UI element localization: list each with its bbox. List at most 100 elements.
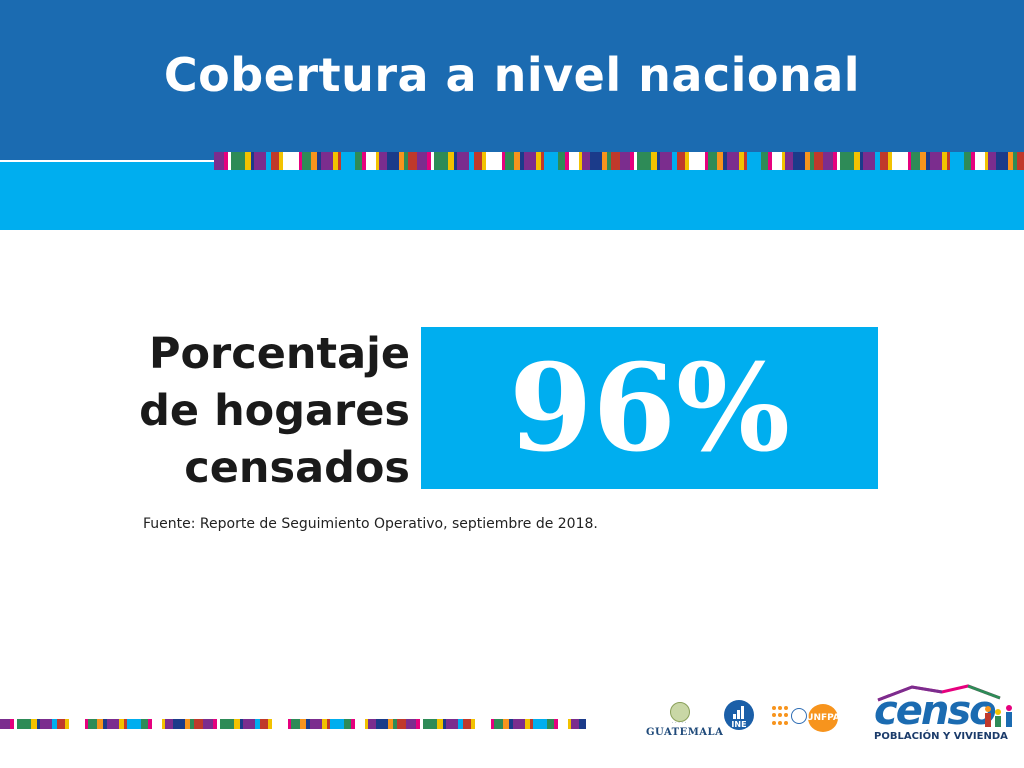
stripe-segment xyxy=(524,152,536,170)
stripe-segment xyxy=(185,719,190,729)
stripe-segment xyxy=(533,719,547,729)
stripe-segment xyxy=(254,152,266,170)
stripe-segment xyxy=(810,152,814,170)
stripe-segment xyxy=(657,152,660,170)
stripe-segment xyxy=(637,152,651,170)
stripe-segment xyxy=(245,152,251,170)
stripe-segment xyxy=(863,152,875,170)
stripe-segment xyxy=(107,719,119,729)
stripe-segment xyxy=(541,152,544,170)
stripe-segment xyxy=(406,719,416,729)
stripe-segment xyxy=(727,152,739,170)
stripe-segment xyxy=(173,719,185,729)
stripe-segment xyxy=(677,152,685,170)
stripe-segment xyxy=(509,719,513,729)
stripe-segment xyxy=(288,719,291,729)
stripe-segment xyxy=(530,719,533,729)
ine-logo-text: INE xyxy=(731,720,747,729)
stripe-segment xyxy=(224,152,228,170)
stripe-segment xyxy=(330,719,344,729)
stripe-segment xyxy=(514,152,520,170)
stripe-segment xyxy=(880,152,888,170)
stripe-segment xyxy=(393,719,397,729)
stripe-segment xyxy=(793,152,805,170)
stripe-segment xyxy=(634,152,637,170)
stripe-segment xyxy=(502,152,505,170)
ine-logo: INE xyxy=(722,700,758,740)
stripe-segment xyxy=(747,152,761,170)
stripe-segment xyxy=(474,152,482,170)
stripe-segment xyxy=(558,152,565,170)
stripe-segment xyxy=(860,152,863,170)
stripe-segment xyxy=(1013,152,1017,170)
source-note: Fuente: Reporte de Seguimiento Operativo… xyxy=(143,516,598,532)
stripe-segment xyxy=(10,719,14,729)
coat-of-arms-icon xyxy=(670,702,690,722)
stripe-segment xyxy=(471,719,475,729)
stripe-segment xyxy=(525,719,530,729)
metric-value: 96% xyxy=(508,337,790,479)
stripe-segment xyxy=(268,719,272,729)
guatemala-logo-text: GUATEMALA xyxy=(646,727,724,738)
stripe-segment xyxy=(220,719,234,729)
stripe-segment xyxy=(975,152,985,170)
family-icon xyxy=(985,705,1012,727)
stripe-segment xyxy=(685,152,689,170)
stripe-segment xyxy=(366,152,376,170)
stripe-segment xyxy=(579,719,586,729)
stripe-segment xyxy=(875,152,880,170)
stripe-segment xyxy=(448,152,454,170)
censo-logo: censo POBLACIÓN Y VIVIENDA xyxy=(866,684,1016,748)
header-bar: Cobertura a nivel nacional xyxy=(0,0,1024,160)
stripe-segment xyxy=(717,152,723,170)
stripe-segment xyxy=(152,719,162,729)
stripe-segment xyxy=(234,719,240,729)
stripe-segment xyxy=(271,152,279,170)
stripe-segment xyxy=(141,719,148,729)
stripe-segment xyxy=(705,152,708,170)
stripe-segment xyxy=(996,152,1008,170)
stripe-segment xyxy=(761,152,768,170)
stripe-segment xyxy=(85,719,88,729)
metric-label-line-3: censados xyxy=(184,443,410,493)
stripe-segment xyxy=(708,152,717,170)
stripe-segment xyxy=(739,152,744,170)
stripe-segment xyxy=(423,719,437,729)
stripe-segment xyxy=(892,152,908,170)
stripe-segment xyxy=(65,719,69,729)
stripe-segment xyxy=(475,719,491,729)
stripe-segment xyxy=(311,152,317,170)
stripe-segment xyxy=(283,152,299,170)
stripe-segment xyxy=(547,719,554,729)
stripe-segment xyxy=(322,719,327,729)
stripe-segment xyxy=(266,152,271,170)
stripe-segment xyxy=(365,719,368,729)
stripe-segment xyxy=(251,152,254,170)
stripe-segment xyxy=(782,152,785,170)
stripe-segment xyxy=(162,719,165,729)
stripe-segment xyxy=(607,152,611,170)
stripe-segment xyxy=(420,719,423,729)
stripe-segment xyxy=(505,152,514,170)
metric-label-line-2: de hogares xyxy=(139,386,410,436)
stripe-segment xyxy=(0,719,10,729)
stripe-segment xyxy=(920,152,926,170)
stripe-segment xyxy=(805,152,810,170)
stripe-segment xyxy=(840,152,854,170)
ine-emblem-icon: INE xyxy=(724,700,754,730)
stripe-segment xyxy=(814,152,823,170)
stripe-segment xyxy=(119,719,124,729)
stripe-segment xyxy=(1008,152,1013,170)
stripe-segment xyxy=(214,152,224,170)
metric-label: Porcentaje de hogares censados xyxy=(110,326,410,497)
stripe-segment xyxy=(437,719,443,729)
stripe-segment xyxy=(950,152,964,170)
stripe-segment xyxy=(947,152,950,170)
stripe-segment xyxy=(344,719,351,729)
stripe-segment xyxy=(854,152,860,170)
stripe-segment xyxy=(431,152,434,170)
stripe-segment xyxy=(231,152,245,170)
stripe-segment xyxy=(590,152,602,170)
stripe-segment xyxy=(327,719,330,729)
stripe-segment xyxy=(457,152,469,170)
